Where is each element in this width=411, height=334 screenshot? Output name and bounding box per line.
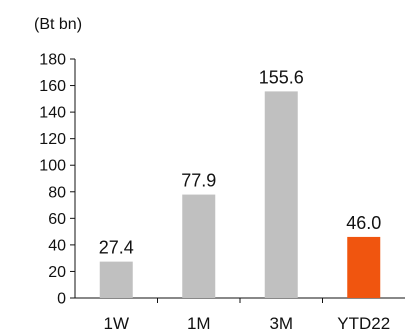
- y-tick-label: 120: [39, 131, 66, 148]
- bar-3m: [264, 91, 298, 298]
- y-tick-label: 180: [39, 52, 66, 69]
- bar-1m: [182, 194, 216, 298]
- y-tick-label: 20: [48, 264, 66, 281]
- data-label: 27.4: [99, 238, 134, 258]
- category-label: 1W: [104, 314, 130, 333]
- y-tick-label: 80: [48, 184, 66, 201]
- category-label: YTD22: [337, 314, 390, 333]
- y-tick-label: 160: [39, 78, 66, 95]
- axes: 0 20 40 60 80 100 120 140 160 180: [39, 52, 405, 308]
- y-tick-label: 0: [57, 291, 66, 308]
- bar-ytd22: [347, 236, 381, 298]
- bar-1w: [99, 261, 133, 298]
- y-tick-label: 100: [39, 158, 66, 175]
- data-label: 46.0: [346, 213, 381, 233]
- category-label: 3M: [269, 314, 293, 333]
- y-tick-label: 60: [48, 211, 66, 228]
- data-label: 77.9: [181, 171, 216, 191]
- category-label: 1M: [187, 314, 211, 333]
- y-tick-label: 140: [39, 105, 66, 122]
- data-label: 155.6: [259, 67, 304, 87]
- unit-label: (Bt bn): [34, 16, 82, 33]
- bars: [99, 91, 381, 298]
- category-labels: 1W 1M 3M YTD22: [104, 314, 391, 333]
- data-labels: 27.4 77.9 155.6 46.0: [99, 67, 382, 257]
- y-tick-label: 40: [48, 237, 66, 254]
